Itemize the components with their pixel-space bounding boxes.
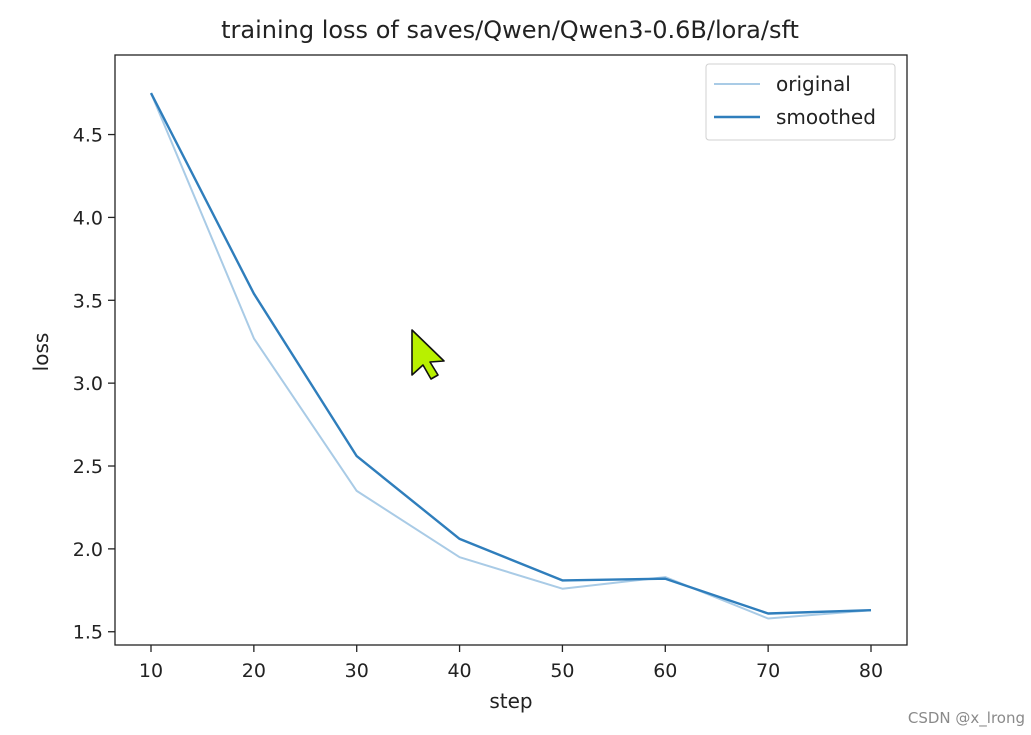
x-tick-label: 30 xyxy=(345,660,369,682)
y-tick-label: 3.0 xyxy=(73,373,103,395)
x-tick-label: 70 xyxy=(756,660,780,682)
x-axis-ticks: 10 20 30 40 50 60 70 80 xyxy=(139,645,883,682)
series-line-smoothed xyxy=(149,92,872,615)
chart-title: training loss of saves/Qwen/Qwen3-0.6B/l… xyxy=(221,16,799,44)
x-axis-label: step xyxy=(489,689,532,713)
x-tick-label: 60 xyxy=(653,660,677,682)
y-tick-label: 4.0 xyxy=(73,207,103,229)
series-lines xyxy=(149,92,872,620)
x-tick-label: 10 xyxy=(139,660,163,682)
x-tick-label: 20 xyxy=(242,660,266,682)
mouse-pointer-icon xyxy=(411,329,445,380)
x-tick-label: 40 xyxy=(447,660,471,682)
legend-label-smoothed: smoothed xyxy=(776,105,876,129)
y-tick-label: 1.5 xyxy=(73,622,103,644)
y-axis-ticks: 1.5 2.0 2.5 3.0 3.5 4.0 4.5 xyxy=(73,125,115,644)
legend-label-original: original xyxy=(776,72,851,96)
y-tick-label: 4.5 xyxy=(73,125,103,147)
series-line-original xyxy=(150,92,872,620)
y-tick-label: 2.5 xyxy=(73,456,103,478)
legend: original smoothed xyxy=(705,63,896,141)
y-tick-label: 2.0 xyxy=(73,539,103,561)
watermark: CSDN @x_lrong xyxy=(907,709,1025,727)
y-axis-label: loss xyxy=(29,333,53,372)
x-tick-label: 50 xyxy=(550,660,574,682)
x-tick-label: 80 xyxy=(859,660,883,682)
plot-area xyxy=(114,54,908,646)
y-tick-label: 3.5 xyxy=(73,290,103,312)
